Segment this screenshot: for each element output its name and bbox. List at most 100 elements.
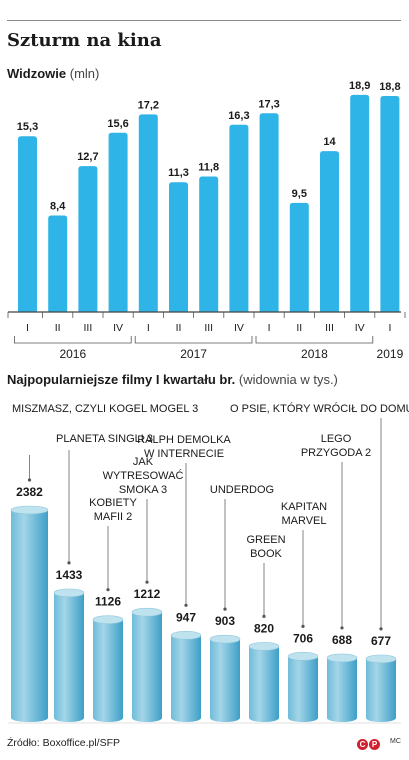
data-label: 903 xyxy=(215,614,235,628)
bar xyxy=(350,94,370,312)
data-label: 14 xyxy=(323,136,336,148)
bar xyxy=(78,166,98,312)
cylinder-body xyxy=(11,510,48,722)
x-tick-label: II xyxy=(55,322,61,334)
chart2-svg: 2382 MISZMASZ, CZYLI KOGEL MOGEL 3 1433 PLA… xyxy=(8,402,409,724)
category-label: RALPH DEMOLKA xyxy=(137,434,231,446)
logo-c: C xyxy=(357,739,368,750)
top-rule xyxy=(7,20,401,21)
cylinder-top xyxy=(287,652,319,661)
year-bracket xyxy=(255,336,374,344)
data-label: 15,6 xyxy=(107,118,128,130)
category-label: KOBIETY xyxy=(89,497,137,509)
cylinder-top xyxy=(209,634,241,644)
leader-dot xyxy=(379,627,383,631)
cylinder-body xyxy=(210,639,240,722)
bar xyxy=(169,182,188,312)
cylinder-top xyxy=(248,642,280,651)
category-label: JAK xyxy=(133,456,154,468)
leader-dot xyxy=(184,603,188,607)
data-label: 15,3 xyxy=(17,121,38,133)
leader-dot xyxy=(67,561,71,565)
cylinder-top xyxy=(92,615,124,624)
x-tick-label: III xyxy=(325,322,334,334)
cylinder-body xyxy=(366,658,396,722)
cylinder-top xyxy=(326,653,358,663)
x-tick-label: I xyxy=(388,322,391,334)
category-label: KAPITAN xyxy=(281,501,327,513)
bar xyxy=(320,151,339,312)
data-label: 1433 xyxy=(56,568,83,582)
data-label: 1212 xyxy=(134,587,161,601)
data-label: 706 xyxy=(293,631,313,645)
category-label: O PSIE, KTÓRY WRÓCIŁ DO DOMU xyxy=(230,402,409,415)
author-initials: MC xyxy=(390,738,401,745)
cylinder-body xyxy=(54,592,84,722)
bar xyxy=(199,176,219,312)
data-label: 677 xyxy=(371,634,391,648)
leader-dot xyxy=(262,614,266,618)
category-label: MARVEL xyxy=(281,515,326,527)
cylinder-body xyxy=(132,612,162,722)
year-label: 2016 xyxy=(59,347,86,360)
year-bracket xyxy=(134,336,253,344)
category-label: PLANETA SINGLI 3 xyxy=(56,433,153,445)
bar xyxy=(108,132,128,312)
category-label: SMOKA 3 xyxy=(119,484,167,496)
data-label: 18,8 xyxy=(379,81,400,93)
year-bracket xyxy=(14,336,132,344)
data-label: 17,3 xyxy=(258,98,279,110)
category-label: PRZYGODA 2 xyxy=(301,447,371,459)
category-label: W INTERNECIE xyxy=(144,448,224,460)
cylinder-body xyxy=(171,635,201,722)
bar xyxy=(289,202,309,312)
data-label: 2382 xyxy=(16,485,43,499)
x-tick-label: II xyxy=(296,322,302,334)
cylinder-body xyxy=(249,646,279,722)
page-title: Szturm na kina xyxy=(7,30,162,51)
data-label: 16,3 xyxy=(228,110,249,122)
bar xyxy=(48,215,68,312)
x-tick-label: IV xyxy=(113,322,123,334)
year-label: 2019 xyxy=(377,347,404,360)
logo-p: P xyxy=(369,739,380,750)
bar xyxy=(138,114,158,312)
leader-dot xyxy=(106,588,110,592)
x-tick-label: IV xyxy=(355,322,365,334)
leader-dot xyxy=(340,626,344,630)
chart2-label: Najpopularniejsze filmy I kwartału br. (… xyxy=(7,372,338,387)
category-label: GREEN xyxy=(246,534,285,546)
chart1-label-unit: (mln) xyxy=(69,66,100,81)
data-label: 11,3 xyxy=(168,167,189,179)
category-label: LEGO xyxy=(321,433,352,445)
category-label: WYTRESOWAĆ xyxy=(103,469,184,482)
category-label: UNDERDOG xyxy=(210,484,274,496)
source-note: Źródło: Boxoffice.pl/SFP xyxy=(7,737,121,749)
category-label: MAFII 2 xyxy=(94,511,133,523)
cylinder-top xyxy=(131,607,163,617)
leader-dot xyxy=(27,478,32,482)
data-label: 17,2 xyxy=(138,99,159,111)
x-tick-label: II xyxy=(176,322,182,334)
leader-dot xyxy=(301,624,305,628)
x-tick-label: I xyxy=(26,322,29,334)
x-tick-label: III xyxy=(204,322,213,334)
bar xyxy=(229,124,249,312)
category-label: MISZMASZ, CZYLI KOGEL MOGEL 3 xyxy=(12,403,198,415)
cylinder-top xyxy=(365,654,397,664)
year-label: 2017 xyxy=(180,347,207,360)
chart1-label: Widzowie (mln) xyxy=(7,66,99,81)
cylinder-top xyxy=(53,588,85,598)
data-label: 820 xyxy=(254,621,274,635)
leader-dot xyxy=(223,607,227,611)
chart2-label-bold: Najpopularniejsze filmy I kwartału br. xyxy=(7,372,236,387)
x-tick-label: I xyxy=(268,322,271,334)
data-label: 947 xyxy=(176,610,196,624)
cylinder-body xyxy=(288,656,318,722)
cylinder-top xyxy=(10,505,49,515)
bar xyxy=(18,136,37,312)
data-label: 12,7 xyxy=(77,151,98,163)
cylinder-top xyxy=(170,631,202,640)
cylinder-body xyxy=(93,619,123,722)
data-label: 9,5 xyxy=(292,188,307,200)
